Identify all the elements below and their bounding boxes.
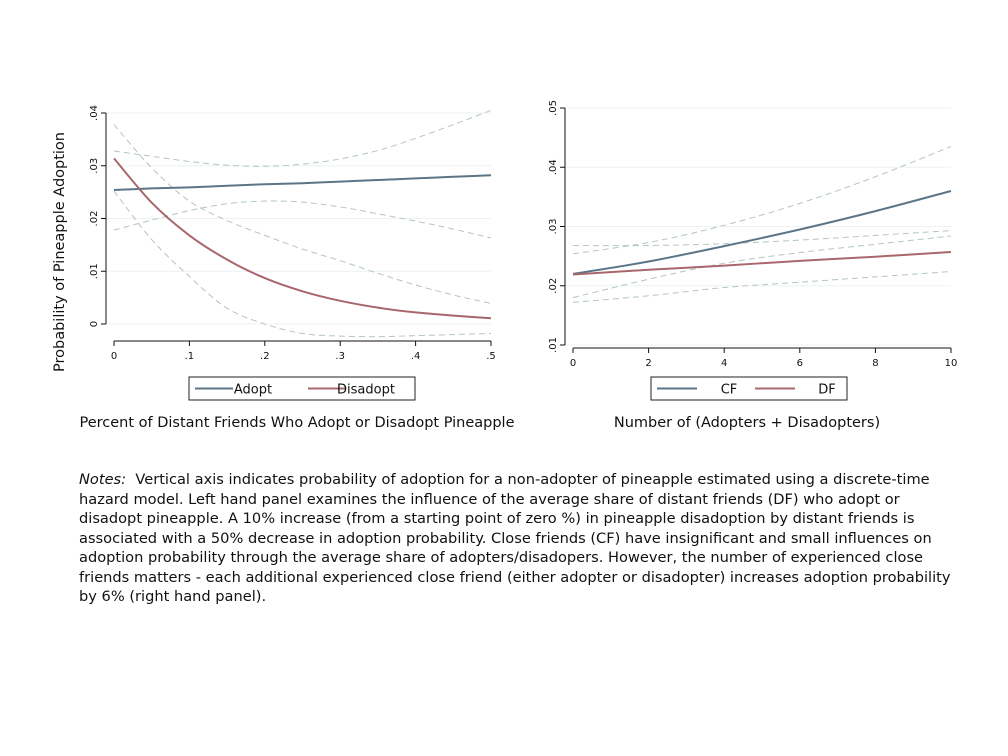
ci-upper-adopt (113, 109, 492, 167)
right-series-lines (572, 190, 952, 276)
right-x-axis-title: Number of (Adopters + Disadopters) (614, 415, 880, 431)
left-confidence-bands (113, 109, 492, 338)
y-tick-label-2: .02 (89, 211, 100, 227)
series-line-adopt (113, 174, 492, 191)
y-tick-label-0: .01 (548, 337, 559, 353)
series-line-cf (572, 190, 952, 275)
ci-lower-cf (572, 235, 952, 299)
ci-lower-df (572, 271, 952, 303)
y-tick-label-3: .03 (89, 158, 100, 174)
left-x-axis-title: Percent of Distant Friends Who Adopt or … (79, 415, 514, 431)
y-tick-label-3: .04 (548, 159, 559, 175)
left-series-lines (113, 157, 492, 320)
x-tick-label-5: 10 (945, 358, 958, 369)
legend-box (188, 376, 416, 401)
left-panel: 0 .01 .02 .03 .04 0 .1 .2 .3 .4 .5 Adopt Disadopt P… (79, 105, 514, 431)
x-tick-label-2: 4 (721, 358, 727, 369)
x-tick-label-5: .5 (486, 351, 496, 362)
y-tick-label-4: .04 (89, 105, 100, 121)
legend-label-disadopt: Disadopt (337, 383, 395, 398)
ci-upper-cf (572, 146, 952, 255)
left-grid (106, 112, 491, 325)
notes-label: Notes: (79, 471, 127, 488)
y-tick-label-1: .02 (548, 278, 559, 294)
x-tick-label-0: 0 (111, 351, 117, 362)
x-tick-label-2: .2 (260, 351, 270, 362)
x-tick-label-1: 2 (645, 358, 651, 369)
legend-label-adopt: Adopt (234, 383, 272, 398)
ci-lower-disadopt (113, 190, 492, 338)
series-line-df (572, 251, 952, 276)
y-tick-label-2: .03 (548, 219, 559, 235)
x-tick-label-4: .4 (411, 351, 421, 362)
y-tick-label-0: 0 (89, 321, 100, 327)
x-tick-label-1: .1 (185, 351, 195, 362)
left-axes: 0 .01 .02 .03 .04 0 .1 .2 .3 .4 .5 (89, 105, 496, 362)
right-axes: .01 .02 .03 .04 .05 0 2 4 6 8 10 (548, 100, 957, 369)
notes-paragraph: Notes: Vertical axis indicates probabili… (79, 470, 959, 607)
legend-label-cf: CF (721, 383, 738, 398)
ci-upper-df (572, 230, 952, 247)
right-confidence-bands (572, 146, 952, 303)
x-tick-label-3: 6 (797, 358, 803, 369)
right-legend: CF DF (650, 376, 848, 401)
right-grid (565, 107, 951, 346)
ci-upper-disadopt (113, 124, 492, 304)
y-axis-title: Probability of Pineapple Adoption (52, 132, 68, 372)
x-tick-label-3: .3 (335, 351, 345, 362)
y-tick-label-1: .01 (89, 263, 100, 279)
ci-lower-adopt (113, 200, 492, 239)
x-tick-label-4: 8 (872, 358, 878, 369)
series-line-disadopt (113, 157, 492, 320)
notes-text: Vertical axis indicates probability of a… (79, 471, 951, 605)
right-panel: .01 .02 .03 .04 .05 0 2 4 6 8 10 CF DF Number of (A… (548, 100, 957, 431)
legend-box (650, 376, 848, 401)
legend-label-df: DF (818, 383, 836, 398)
x-tick-label-0: 0 (570, 358, 576, 369)
y-tick-label-4: .05 (548, 100, 559, 116)
left-legend: Adopt Disadopt (188, 376, 416, 401)
figure: Probability of Pineapple Adoption 0.01.0… (52, 100, 957, 431)
